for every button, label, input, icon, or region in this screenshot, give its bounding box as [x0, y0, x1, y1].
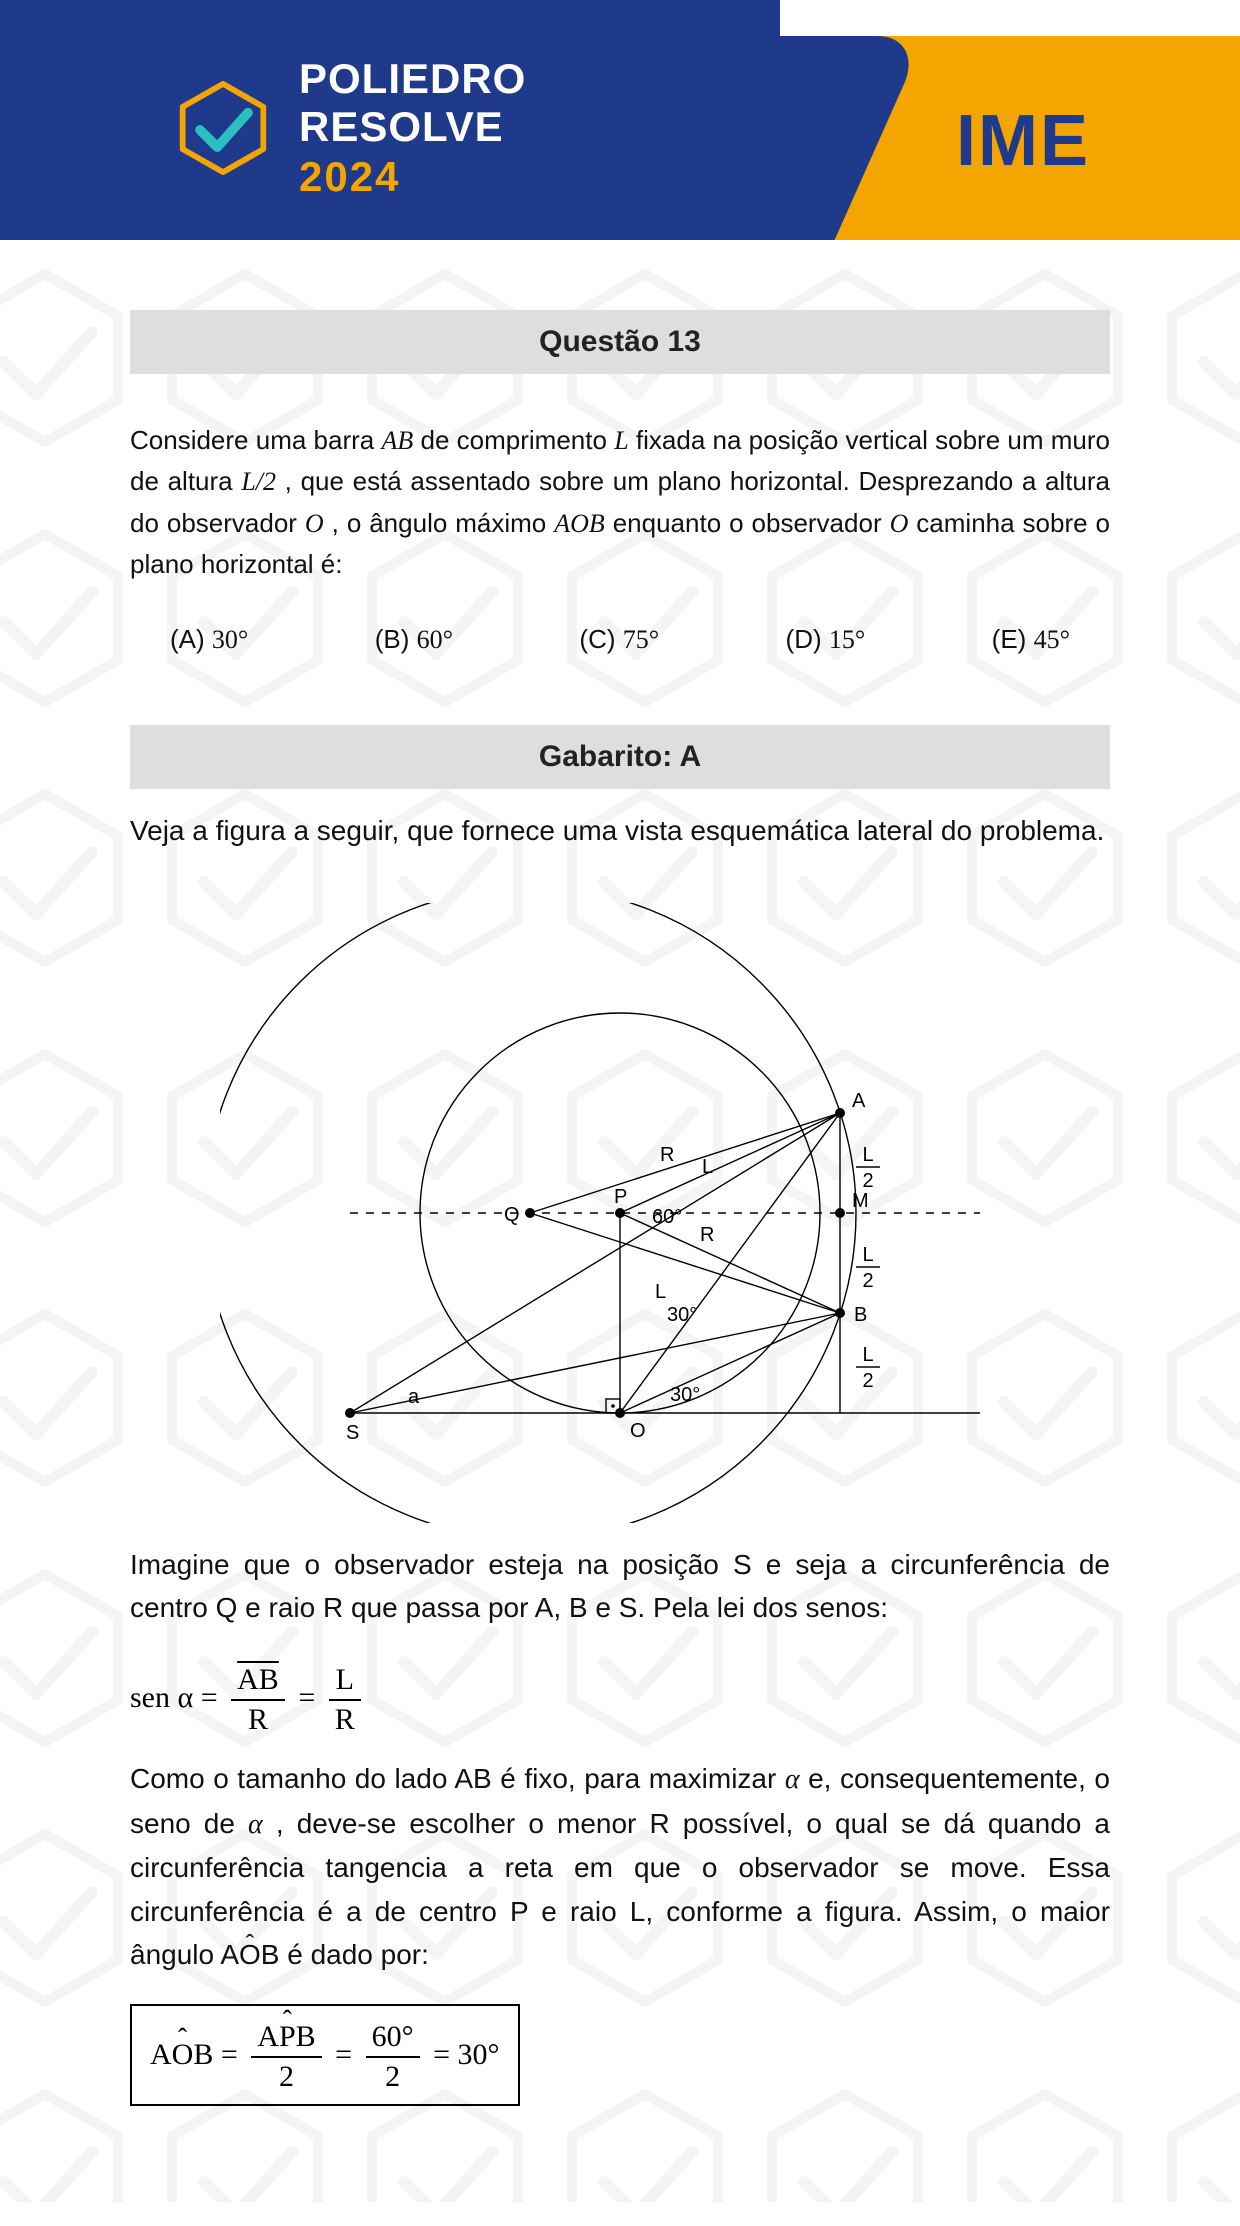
svg-text:2: 2: [862, 1270, 873, 1292]
sol-ohat: O: [239, 1939, 261, 1970]
eq2-lhs-a: A: [150, 2038, 172, 2071]
svg-text:A: A: [852, 1090, 866, 1112]
eq2-lhs-b: B: [193, 2038, 213, 2071]
svg-text:M: M: [852, 1190, 869, 1212]
option-key: (D): [786, 624, 822, 654]
q-math-aob: AOB: [554, 509, 605, 538]
brand-year: 2024: [299, 153, 526, 201]
svg-text:2: 2: [862, 1370, 873, 1392]
q-text-seg: enquanto o observador: [613, 508, 890, 538]
equation-sen-alpha: sen α = AB R = L R: [130, 1663, 1110, 1737]
q-text-seg: Considere uma barra: [130, 425, 382, 455]
option-key: (C): [579, 624, 615, 654]
option-key: (E): [992, 624, 1027, 654]
eq2-den2: 2: [366, 2058, 420, 2094]
svg-text:L: L: [702, 1156, 713, 1178]
option-e: (E) 45°: [992, 624, 1070, 655]
eq2-num2: 60°: [366, 2020, 420, 2058]
solution-p2: Imagine que o observador esteja na posiç…: [130, 1543, 1110, 1630]
svg-text:L: L: [655, 1281, 666, 1303]
q-math-O2: O: [890, 509, 909, 538]
eq2-num1-a: A: [257, 2020, 279, 2053]
options-row: (A) 30° (B) 60° (C) 75° (D) 15° (E) 45°: [170, 624, 1070, 655]
geometry-svg: O S B M A P Q R R L L 60° 30° 30° a L 2 L 2 L 2: [220, 903, 1020, 1523]
equation-boxed-aob: AOB = APB 2 = 60° 2 = 30°: [130, 2004, 520, 2106]
eq1-num1: AB: [237, 1663, 279, 1696]
option-val: 75°: [623, 625, 659, 654]
svg-text:30°: 30°: [667, 1304, 697, 1326]
geometry-diagram: O S B M A P Q R R L L 60° 30° 30° a L 2 L 2 L 2: [130, 903, 1110, 1523]
eq2-lhs-ohat: O: [172, 2038, 194, 2071]
sol-seg: B é dado por:: [261, 1939, 429, 1970]
svg-text:B: B: [854, 1304, 867, 1326]
answer-title: Gabarito: A: [539, 740, 701, 774]
q-math-O: O: [305, 509, 324, 538]
eq2-rhs: 30°: [458, 2038, 500, 2071]
eq2-den1: 2: [251, 2058, 321, 2094]
svg-text:S: S: [346, 1422, 359, 1444]
brand-block: POLIEDRO RESOLVE 2024: [175, 55, 526, 201]
brand-line2: RESOLVE: [299, 103, 526, 151]
q-math-Lhalf: L/2: [241, 467, 276, 496]
svg-text:R: R: [700, 1224, 714, 1246]
sol-seg: Como o tamanho do lado AB é fixo, para m…: [130, 1763, 785, 1794]
svg-text:a: a: [408, 1386, 420, 1408]
option-a: (A) 30°: [170, 624, 248, 655]
answer-title-bar: Gabarito: A: [130, 725, 1110, 789]
brand-line1: POLIEDRO: [299, 55, 526, 103]
solution-p1: Veja a figura a seguir, que fornece uma …: [130, 809, 1110, 852]
svg-text:R: R: [660, 1144, 674, 1166]
eq1-num2: L: [329, 1663, 361, 1701]
q-math-L: L: [614, 426, 628, 455]
page-header: POLIEDRO RESOLVE 2024 IME: [0, 0, 1240, 240]
svg-text:Q: Q: [504, 1204, 520, 1226]
option-key: (A): [170, 624, 205, 654]
svg-text:30°: 30°: [670, 1384, 700, 1406]
option-val: 45°: [1034, 625, 1070, 654]
svg-text:60°: 60°: [652, 1206, 682, 1228]
sol-alpha1: α: [785, 1764, 800, 1795]
question-body: Considere uma barra AB de comprimento L …: [130, 420, 1110, 584]
eq1-den2: R: [329, 1701, 361, 1737]
svg-text:L: L: [862, 1144, 873, 1166]
q-text-seg: de comprimento: [421, 425, 615, 455]
eq1-lhs: sen α: [130, 1681, 193, 1714]
option-c: (C) 75°: [579, 624, 659, 655]
option-val: 15°: [829, 625, 865, 654]
svg-text:L: L: [862, 1244, 873, 1266]
question-title-bar: Questão 13: [130, 310, 1110, 374]
q-text-seg: , o ângulo máximo: [332, 508, 555, 538]
exam-title: IME: [956, 100, 1090, 182]
brand-hex-icon: [175, 80, 271, 176]
svg-text:O: O: [630, 1420, 646, 1442]
option-d: (D) 15°: [786, 624, 866, 655]
svg-text:L: L: [862, 1344, 873, 1366]
page-content: Questão 13 Considere uma barra AB de com…: [0, 240, 1240, 2226]
option-b: (B) 60°: [375, 624, 453, 655]
eq2-num1-phat: P: [279, 2020, 296, 2053]
q-math-ab: AB: [382, 426, 414, 455]
brand-text: POLIEDRO RESOLVE 2024: [299, 55, 526, 201]
sol-alpha2: α: [248, 1809, 263, 1840]
option-val: 30°: [212, 625, 248, 654]
option-val: 60°: [417, 625, 453, 654]
eq1-den1: R: [231, 1701, 285, 1737]
svg-text:2: 2: [862, 1170, 873, 1192]
eq2-num1-b: B: [296, 2020, 316, 2053]
solution-p3: Como o tamanho do lado AB é fixo, para m…: [130, 1757, 1110, 1976]
option-key: (B): [375, 624, 410, 654]
svg-text:P: P: [614, 1186, 627, 1208]
question-title: Questão 13: [539, 325, 701, 359]
